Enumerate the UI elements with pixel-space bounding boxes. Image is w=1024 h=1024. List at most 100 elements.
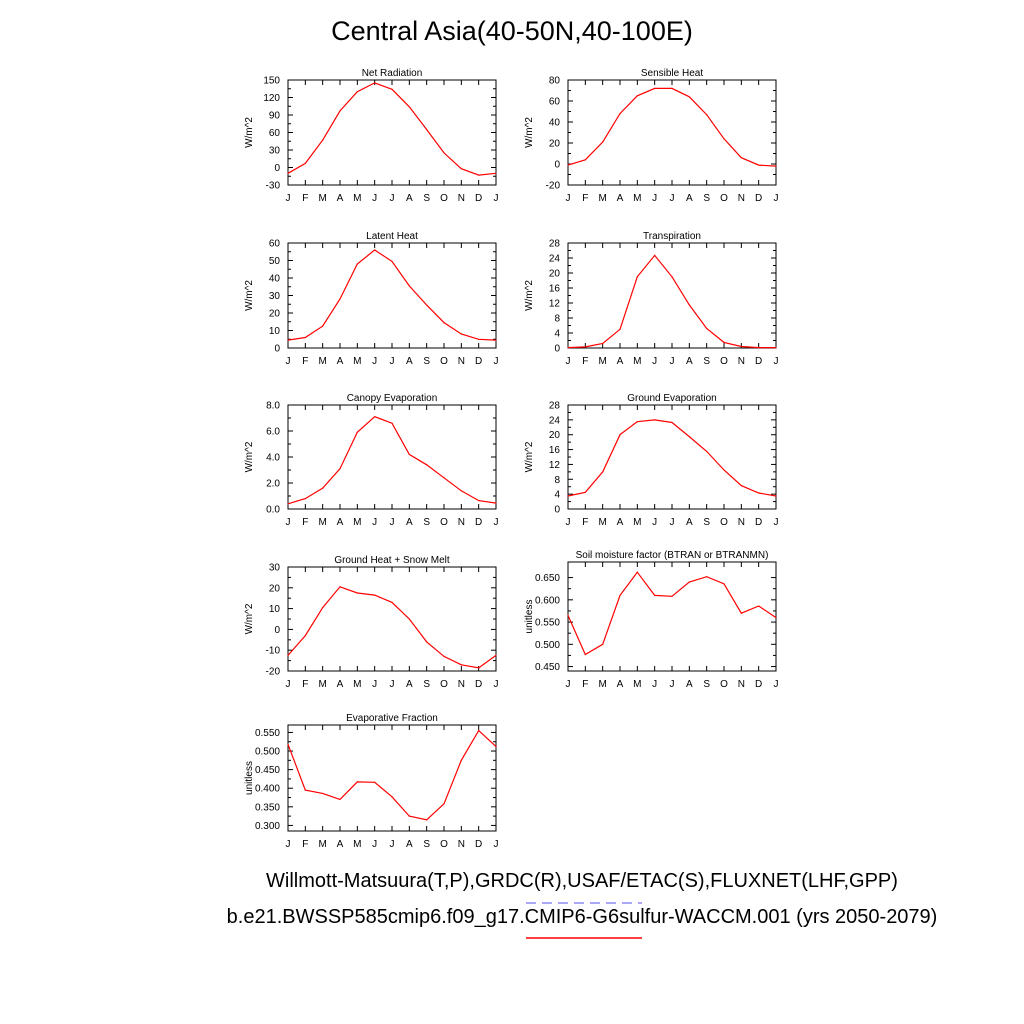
x-tick-label: J — [670, 679, 675, 690]
data-point — [426, 464, 428, 466]
data-point — [775, 347, 777, 349]
y-tick-label: 0 — [554, 160, 560, 171]
x-tick-label: F — [302, 193, 308, 204]
figure-title: Central Asia(40-50N,40-100E) — [331, 16, 693, 46]
data-point — [460, 664, 462, 666]
data-point — [339, 468, 341, 470]
y-tick-label: -20 — [266, 667, 281, 678]
x-tick-label: O — [720, 517, 728, 528]
y-tick-label: 60 — [269, 128, 281, 139]
x-tick-label: J — [670, 356, 675, 367]
x-tick-label: A — [337, 193, 344, 204]
x-tick-label: J — [670, 517, 675, 528]
x-tick-label: D — [475, 356, 482, 367]
data-point — [287, 339, 289, 341]
x-tick-label: D — [475, 839, 482, 850]
x-tick-label: O — [720, 193, 728, 204]
x-tick-label: J — [566, 517, 571, 528]
data-point — [602, 342, 604, 345]
data-point — [391, 796, 393, 798]
data-point — [775, 495, 777, 497]
x-tick-label: A — [406, 193, 413, 204]
data-point — [619, 328, 621, 330]
series-line — [567, 254, 776, 349]
data-point — [304, 498, 306, 500]
data-point — [478, 729, 480, 732]
x-tick-label: N — [458, 517, 465, 528]
x-tick-label: S — [423, 679, 430, 690]
y-tick-label: 150 — [263, 76, 280, 87]
y-tick-label: 60 — [269, 239, 281, 250]
data-point — [339, 798, 341, 800]
data-point — [374, 781, 376, 783]
data-point — [374, 249, 376, 251]
x-tick-label: N — [458, 839, 465, 850]
data-point — [374, 594, 376, 596]
x-tick-label: O — [440, 193, 448, 204]
data-point — [287, 172, 289, 174]
x-tick-label: A — [337, 356, 344, 367]
chart-title: Evaporative Fraction — [346, 713, 438, 724]
y-axis-label: W/m^2 — [524, 441, 535, 472]
series-line — [287, 729, 497, 821]
y-tick-label: 16 — [549, 445, 561, 456]
footer-observations: Willmott-Matsuura(T,P),GRDC(R),USAF/ETAC… — [266, 870, 898, 892]
data-point — [636, 571, 638, 573]
x-tick-label: J — [372, 193, 377, 204]
x-tick-label: A — [617, 517, 624, 528]
x-tick-label: M — [318, 839, 326, 850]
data-point — [740, 485, 742, 487]
data-point — [654, 87, 656, 89]
y-tick-label: 28 — [549, 401, 561, 412]
x-tick-label: J — [286, 839, 291, 850]
x-tick-label: F — [302, 679, 308, 690]
data-point — [426, 304, 428, 306]
x-tick-label: J — [494, 839, 499, 850]
x-tick-label: N — [738, 193, 745, 204]
data-point — [374, 416, 376, 418]
x-tick-label: J — [390, 839, 395, 850]
y-tick-label: 0 — [554, 505, 560, 516]
x-tick-label: J — [372, 356, 377, 367]
y-tick-label: 10 — [269, 604, 281, 615]
y-tick-label: 28 — [549, 239, 561, 250]
chart-title: Transpiration — [643, 231, 701, 242]
data-point — [356, 781, 358, 783]
data-point — [567, 347, 569, 349]
x-tick-label: O — [720, 356, 728, 367]
data-point — [567, 614, 569, 616]
x-tick-label: A — [686, 356, 693, 367]
x-tick-label: N — [738, 679, 745, 690]
data-point — [688, 304, 690, 306]
y-tick-label: 0.500 — [255, 747, 280, 758]
x-tick-label: D — [475, 193, 482, 204]
data-point — [671, 87, 673, 89]
x-tick-label: A — [337, 517, 344, 528]
x-tick-label: N — [458, 356, 465, 367]
data-point — [339, 110, 341, 112]
series-line — [567, 419, 777, 497]
y-tick-label: 0.450 — [255, 765, 280, 776]
y-tick-label: 30 — [269, 291, 281, 302]
series-line — [567, 571, 777, 656]
x-tick-label: J — [390, 356, 395, 367]
x-tick-label: A — [686, 679, 693, 690]
y-tick-label: 0.600 — [535, 595, 560, 606]
x-tick-label: A — [337, 839, 344, 850]
data-point — [408, 106, 410, 108]
data-point — [287, 654, 289, 657]
chart-title: Ground Evaporation — [627, 393, 717, 404]
x-tick-label: J — [286, 356, 291, 367]
data-point — [688, 581, 690, 583]
data-point — [495, 654, 497, 657]
data-point — [654, 419, 656, 421]
x-tick-label: N — [738, 517, 745, 528]
y-tick-label: 12 — [549, 299, 561, 310]
y-tick-label: 0.650 — [535, 573, 560, 584]
data-point — [304, 162, 306, 165]
data-point — [567, 495, 569, 497]
data-point — [426, 128, 428, 131]
y-tick-label: 40 — [549, 118, 561, 129]
y-tick-label: 0.550 — [535, 618, 560, 629]
